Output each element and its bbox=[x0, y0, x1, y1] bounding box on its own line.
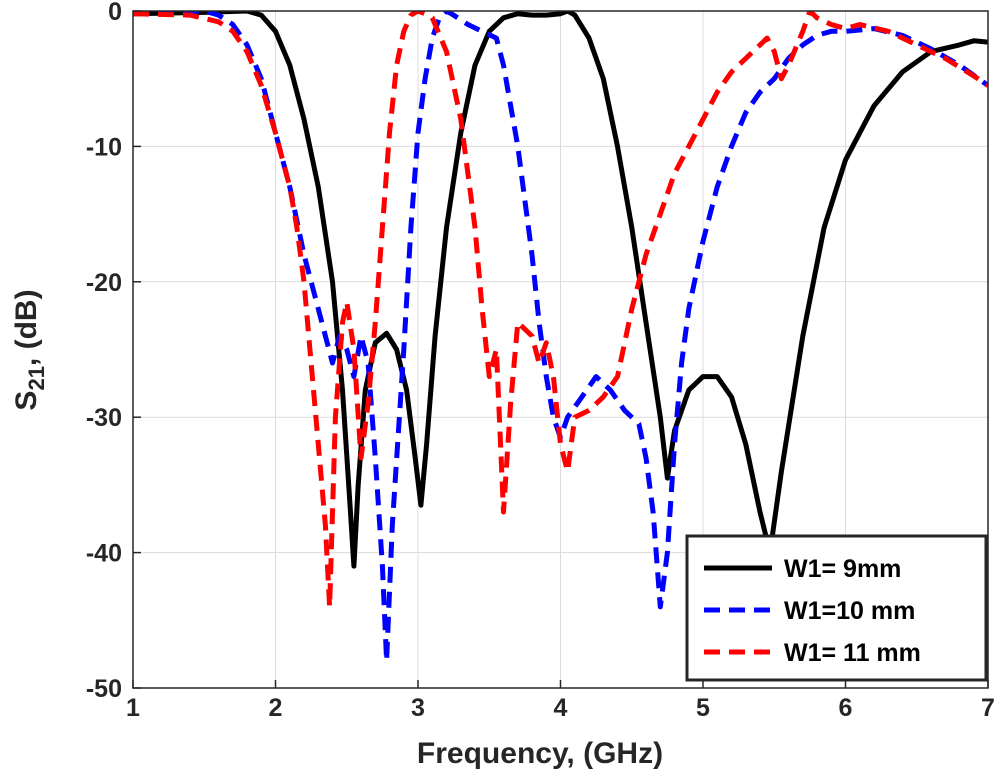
y-tick-label: -30 bbox=[86, 404, 122, 432]
y-axis-title-subscript: 21 bbox=[24, 366, 49, 390]
x-tick-label: 7 bbox=[981, 694, 995, 722]
legend-label-0: W1= 9mm bbox=[784, 555, 901, 583]
y-tick-label: -40 bbox=[86, 540, 122, 568]
y-tick-label: 0 bbox=[108, 0, 122, 26]
axis-ticks: 1 2 3 4 5 6 7 0 -10 -20 -30 -40 -50 bbox=[86, 0, 995, 722]
series-layer bbox=[133, 11, 988, 664]
x-tick-label: 5 bbox=[696, 694, 710, 722]
y-tick-label: -20 bbox=[86, 269, 122, 297]
y-axis-title-suffix: , (dB) bbox=[10, 289, 43, 366]
x-tick-label: 1 bbox=[126, 694, 140, 722]
x-tick-label: 3 bbox=[411, 694, 425, 722]
x-tick-label: 4 bbox=[554, 694, 568, 722]
series-line-2 bbox=[133, 11, 988, 610]
series-line-1 bbox=[133, 11, 988, 664]
y-axis-title-main: S bbox=[10, 391, 43, 411]
legend-label-1: W1=10 mm bbox=[784, 597, 915, 625]
legend-label-2: W1= 11 mm bbox=[784, 639, 921, 667]
y-axis-title: S21, (dB) bbox=[10, 289, 49, 410]
x-tick-label: 2 bbox=[269, 694, 283, 722]
x-axis-title: Frequency, (GHz) bbox=[417, 737, 663, 770]
legend: W1= 9mm W1=10 mm W1= 11 mm bbox=[685, 534, 988, 682]
x-tick-label: 6 bbox=[839, 694, 853, 722]
series-line-0 bbox=[133, 11, 988, 569]
y-tick-label: -10 bbox=[86, 133, 122, 161]
y-tick-label: -50 bbox=[86, 675, 122, 703]
